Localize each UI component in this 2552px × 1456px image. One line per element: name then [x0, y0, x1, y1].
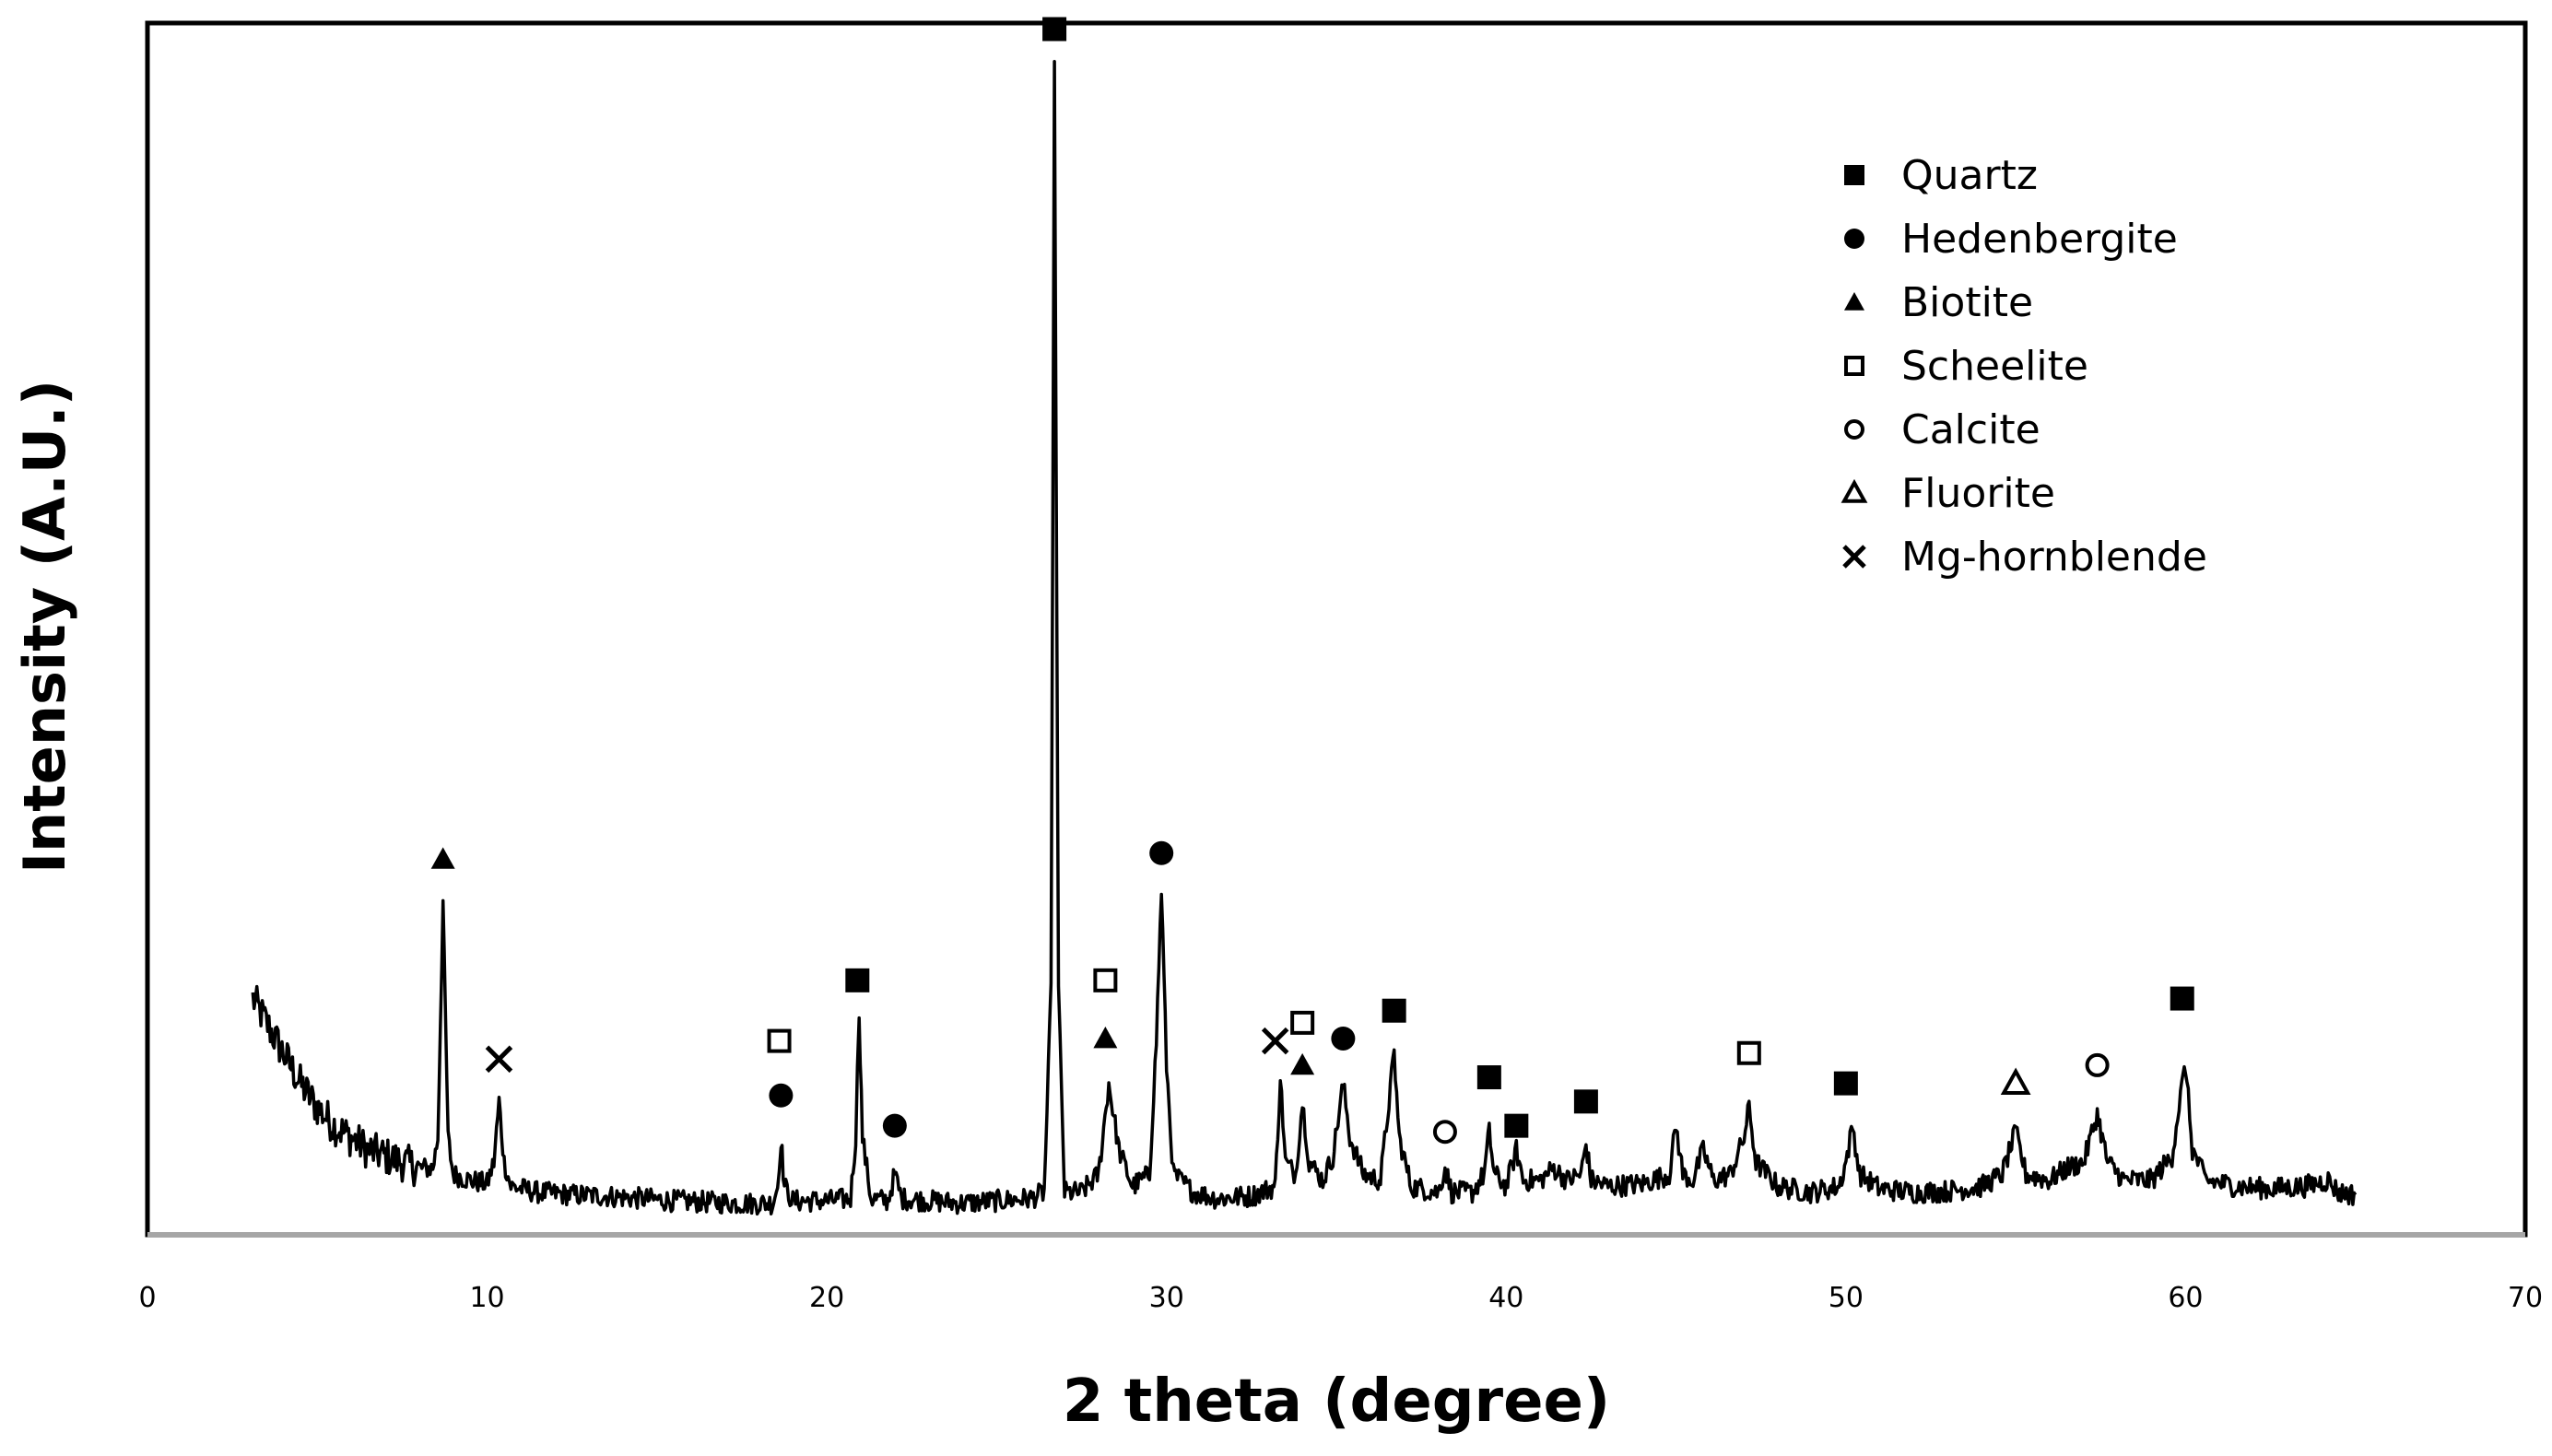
x-tick-label: 70 [2508, 1282, 2543, 1314]
legend-item: Mg-hornblende [1842, 534, 2207, 581]
legend-marker-calcite [1844, 419, 1864, 440]
x-tick-label: 40 [1488, 1282, 1523, 1314]
peak-marker-quartz [1573, 1089, 1598, 1114]
peak-markers [430, 17, 2194, 1145]
peak-marker-hedenbergite [1149, 840, 1174, 865]
legend-label: Hedenbergite [1901, 216, 2178, 263]
xrd-pattern-line [251, 59, 2358, 1216]
x-tick-label: 60 [2168, 1282, 2203, 1314]
x-tick-label: 10 [469, 1282, 504, 1314]
x-axis-title: 2 theta (degree) [1063, 1368, 1610, 1436]
legend-item: Fluorite [1840, 470, 2055, 517]
cross-stroke [485, 1045, 513, 1074]
peak-marker-quartz [1476, 1065, 1501, 1090]
legend-marker-scheelite [1844, 356, 1864, 376]
legend-marker-mg-hornblende [1842, 545, 1866, 569]
peak-marker-quartz [1042, 17, 1067, 41]
legend-item: Hedenbergite [1844, 216, 2178, 263]
peak-marker-quartz [2170, 986, 2194, 1011]
x-tick-label: 30 [1149, 1282, 1184, 1314]
peak-marker-quartz [845, 968, 870, 992]
peak-marker-biotite [1093, 1026, 1118, 1049]
x-tick-label: 50 [1829, 1282, 1864, 1314]
y-axis-title: Intensity (A.U.) [11, 380, 78, 874]
x-tick-label: 0 [138, 1282, 156, 1314]
peak-marker-scheelite [1290, 1010, 1315, 1035]
peak-marker-scheelite [767, 1028, 792, 1053]
peak-marker-hedenbergite [1331, 1026, 1356, 1051]
legend-marker-fluorite [1840, 478, 1868, 503]
legend-label: Biotite [1901, 279, 2033, 326]
legend-marker-hedenbergite [1844, 229, 1864, 249]
peak-marker-biotite [430, 847, 455, 869]
legend-item: Scheelite [1844, 343, 2088, 390]
legend-item: Quartz [1844, 152, 2038, 199]
peak-marker-calcite [1432, 1120, 1457, 1145]
legend-marker-biotite [1844, 292, 1864, 311]
x-tick-label: 20 [809, 1282, 844, 1314]
peak-marker-mg-hornblende [485, 1045, 513, 1074]
peak-marker-scheelite [1736, 1040, 1761, 1065]
legend-label: Quartz [1901, 152, 2038, 199]
legend: Quartz Hedenbergite Biotite Scheelite Calcit… [1840, 152, 2207, 581]
cross-stroke [1261, 1027, 1289, 1055]
peak-marker-quartz [1504, 1113, 1529, 1138]
cross-stroke [1842, 545, 1866, 569]
legend-marker-quartz [1844, 165, 1864, 185]
peak-marker-quartz [1382, 998, 1406, 1023]
legend-label: Fluorite [1901, 470, 2055, 517]
peak-marker-hedenbergite [769, 1083, 794, 1108]
peak-marker-hedenbergite [882, 1113, 907, 1138]
legend-label: Calcite [1901, 406, 2040, 453]
peak-marker-mg-hornblende [1261, 1027, 1289, 1055]
peak-marker-biotite [1290, 1052, 1315, 1075]
peak-marker-calcite [2085, 1052, 2110, 1077]
x-tick-labels: 0 10 20 30 40 50 60 70 [138, 1282, 2543, 1314]
peak-marker-scheelite [1093, 968, 1118, 992]
peak-marker-fluorite [2000, 1067, 2031, 1096]
legend-item: Biotite [1844, 279, 2033, 326]
legend-item: Calcite [1844, 406, 2040, 453]
legend-label: Mg-hornblende [1901, 534, 2207, 581]
legend-label: Scheelite [1901, 343, 2088, 390]
peak-marker-quartz [1833, 1071, 1858, 1096]
series-group [251, 59, 2358, 1216]
